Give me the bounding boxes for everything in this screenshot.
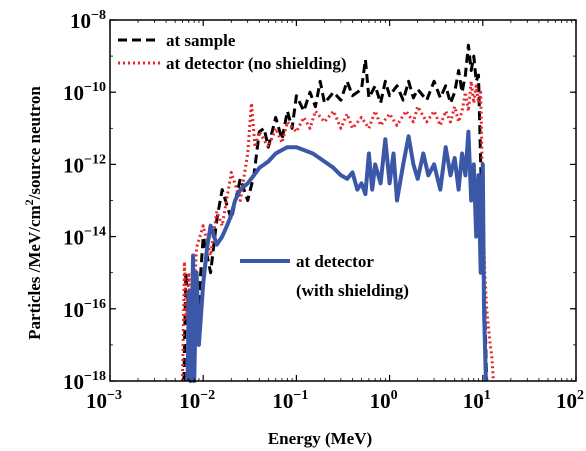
x-tick-label: 100 [370, 388, 398, 413]
y-tick-label: 10−8 [70, 8, 106, 33]
legend-label-with-shielding-2: (with shielding) [296, 281, 409, 300]
series-line-at-detector-with-shielding [185, 129, 488, 383]
legend-label-no-shielding: at detector (no shielding) [166, 54, 347, 73]
series-layer [181, 43, 495, 383]
plot-area-frame [109, 19, 577, 382]
x-tick-label: 10−1 [272, 388, 308, 413]
y-tick-label: 10−12 [63, 152, 106, 177]
y-axis-label-rest: /source neutron [25, 86, 44, 201]
legend-label-at-sample: at sample [166, 31, 236, 50]
legend-mid: at detector (with shielding) [240, 252, 409, 300]
x-tick-label: 10−2 [179, 388, 215, 413]
y-tick-label: 10−10 [63, 80, 106, 105]
y-axis-label: Particles /MeV/cm2/source neutron [22, 86, 44, 340]
y-tick-label: 10−14 [63, 225, 106, 250]
legend-label-with-shielding-1: at detector [296, 252, 374, 271]
y-axis-label-main: Particles /MeV/cm [25, 205, 44, 340]
y-tick-label: 10−18 [63, 369, 106, 394]
series-line-at-detector-no-shielding [181, 79, 495, 382]
x-tick-label: 10−3 [86, 388, 122, 413]
x-axis-label: Energy (MeV) [268, 429, 372, 448]
tick-labels: 10−3 10−2 10−1 100 101 102 10−18 10−16 10−14 10−1… [63, 8, 584, 413]
legend-top: at sample at detector (no shielding) [118, 31, 347, 73]
ticks-layer [109, 19, 577, 382]
y-tick-label: 10−16 [63, 297, 106, 322]
x-tick-label: 101 [463, 388, 491, 413]
y-axis-label-sup: 2 [22, 199, 36, 205]
series-line-at-sample [182, 43, 489, 383]
x-tick-label: 102 [556, 388, 584, 413]
